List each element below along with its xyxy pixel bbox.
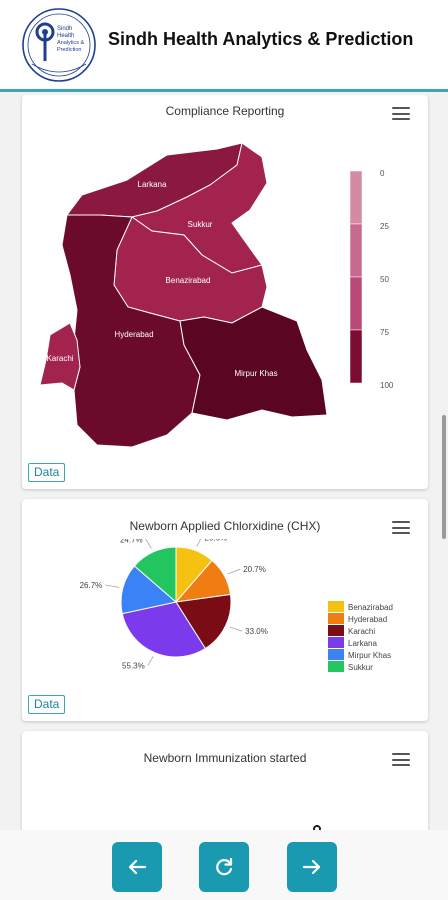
card-title: Compliance Reporting [165,104,285,118]
data-button[interactable]: Data [28,695,66,714]
loading-indicator [313,825,321,830]
map-label-hyderabad: Hyderabad [114,330,153,339]
svg-text:Sindh: Sindh [57,26,72,32]
app-title: Sindh Health Analytics & Prediction [108,29,414,49]
app-logo: Sindh Health Analytics & Prediction [22,8,96,82]
scale-tick-label: 50 [380,275,389,284]
hamburger-icon[interactable] [392,521,410,535]
pie-label-connector [147,656,154,666]
legend-swatch [328,649,344,660]
chx-pie-chart: 20.6% 20.7% 33.0% 55.3% 26.7% 24.7% Benaziraba… [80,539,393,672]
card-title: Newborn Immunization started [143,751,307,765]
svg-text:Prediction: Prediction [57,47,81,53]
legend-label[interactable]: Larkana [348,639,377,648]
refresh-icon [216,857,233,876]
pie-slice-larkana[interactable] [121,601,207,658]
scale-tick-label: 25 [380,222,389,231]
legend-label[interactable]: Karachi [348,627,375,636]
scrollbar[interactable] [442,415,446,539]
hamburger-icon[interactable] [392,753,410,767]
back-button[interactable] [112,842,162,892]
legend-swatch [328,613,344,624]
compliance-reporting-card: Compliance Reporting Larkana Sukkur Bena… [22,95,428,489]
pie-slice-karachi[interactable] [175,593,232,650]
pie-value-label: 24.7% [120,539,143,544]
scale-tick-label: 0 [380,169,385,178]
legend-label[interactable]: Sukkur [348,663,373,672]
hamburger-icon[interactable] [392,107,410,121]
legend-swatch [328,637,344,648]
legend-swatch [328,601,344,612]
map-region-hyderabad[interactable] [61,214,201,448]
pie-value-label: 20.7% [243,565,266,574]
map-label-sukkur: Sukkur [188,220,213,229]
pie-label-connector [229,626,243,632]
pie-label-connector [105,584,119,588]
app-header: Sindh Health Analytics & Prediction Sind… [0,0,448,92]
map-label-mirpur-khas: Mirpur Khas [234,369,277,378]
map-label-larkana: Larkana [138,180,167,189]
sindh-map: Larkana Sukkur Benazirabad Hyderabad Kar… [39,142,394,448]
pie-slice-sukkur[interactable] [133,546,177,604]
map-color-scale: 0 25 50 75 100 [349,169,394,390]
legend-swatch [328,661,344,672]
legend-label[interactable]: Hyderabad [348,615,387,624]
pie-label-connector [196,539,202,547]
pie-value-label: 33.0% [245,627,268,636]
arrow-right-icon [302,859,321,875]
immunization-card: Newborn Immunization started [22,731,428,830]
map-label-benazirabad: Benazirabad [166,276,211,285]
legend-swatch [328,625,344,636]
legend-label[interactable]: Mirpur Khas [348,651,391,660]
pie-label-connector [227,568,241,575]
pie-slice-mirpur-khas[interactable] [120,565,178,615]
pie-value-label: 20.6% [205,539,228,542]
map-label-karachi: Karachi [46,354,73,363]
bottom-nav [0,830,448,900]
pie-label-connector [145,539,152,549]
refresh-button[interactable] [199,842,249,892]
svg-text:Analytics &: Analytics & [57,40,85,46]
scale-tick-label: 100 [380,381,394,390]
legend-label[interactable]: Benazirabad [348,603,393,612]
scale-tick-label: 75 [380,328,389,337]
svg-text:Health: Health [57,33,74,39]
data-button[interactable]: Data [28,463,66,482]
pie-value-label: 26.7% [80,581,103,590]
map-region-karachi[interactable] [39,322,81,391]
card-title: Newborn Applied Chlorxidine (CHX) [129,519,321,533]
dashboard-scroll-area[interactable]: Compliance Reporting Larkana Sukkur Bena… [0,95,448,830]
chx-card: Newborn Applied Chlorxidine (CHX) 20.6%2… [22,499,428,721]
forward-button[interactable] [287,842,337,892]
arrow-left-icon [128,859,147,875]
map-region-mirpur-khas[interactable] [179,306,328,421]
pie-value-label: 55.3% [122,662,145,671]
